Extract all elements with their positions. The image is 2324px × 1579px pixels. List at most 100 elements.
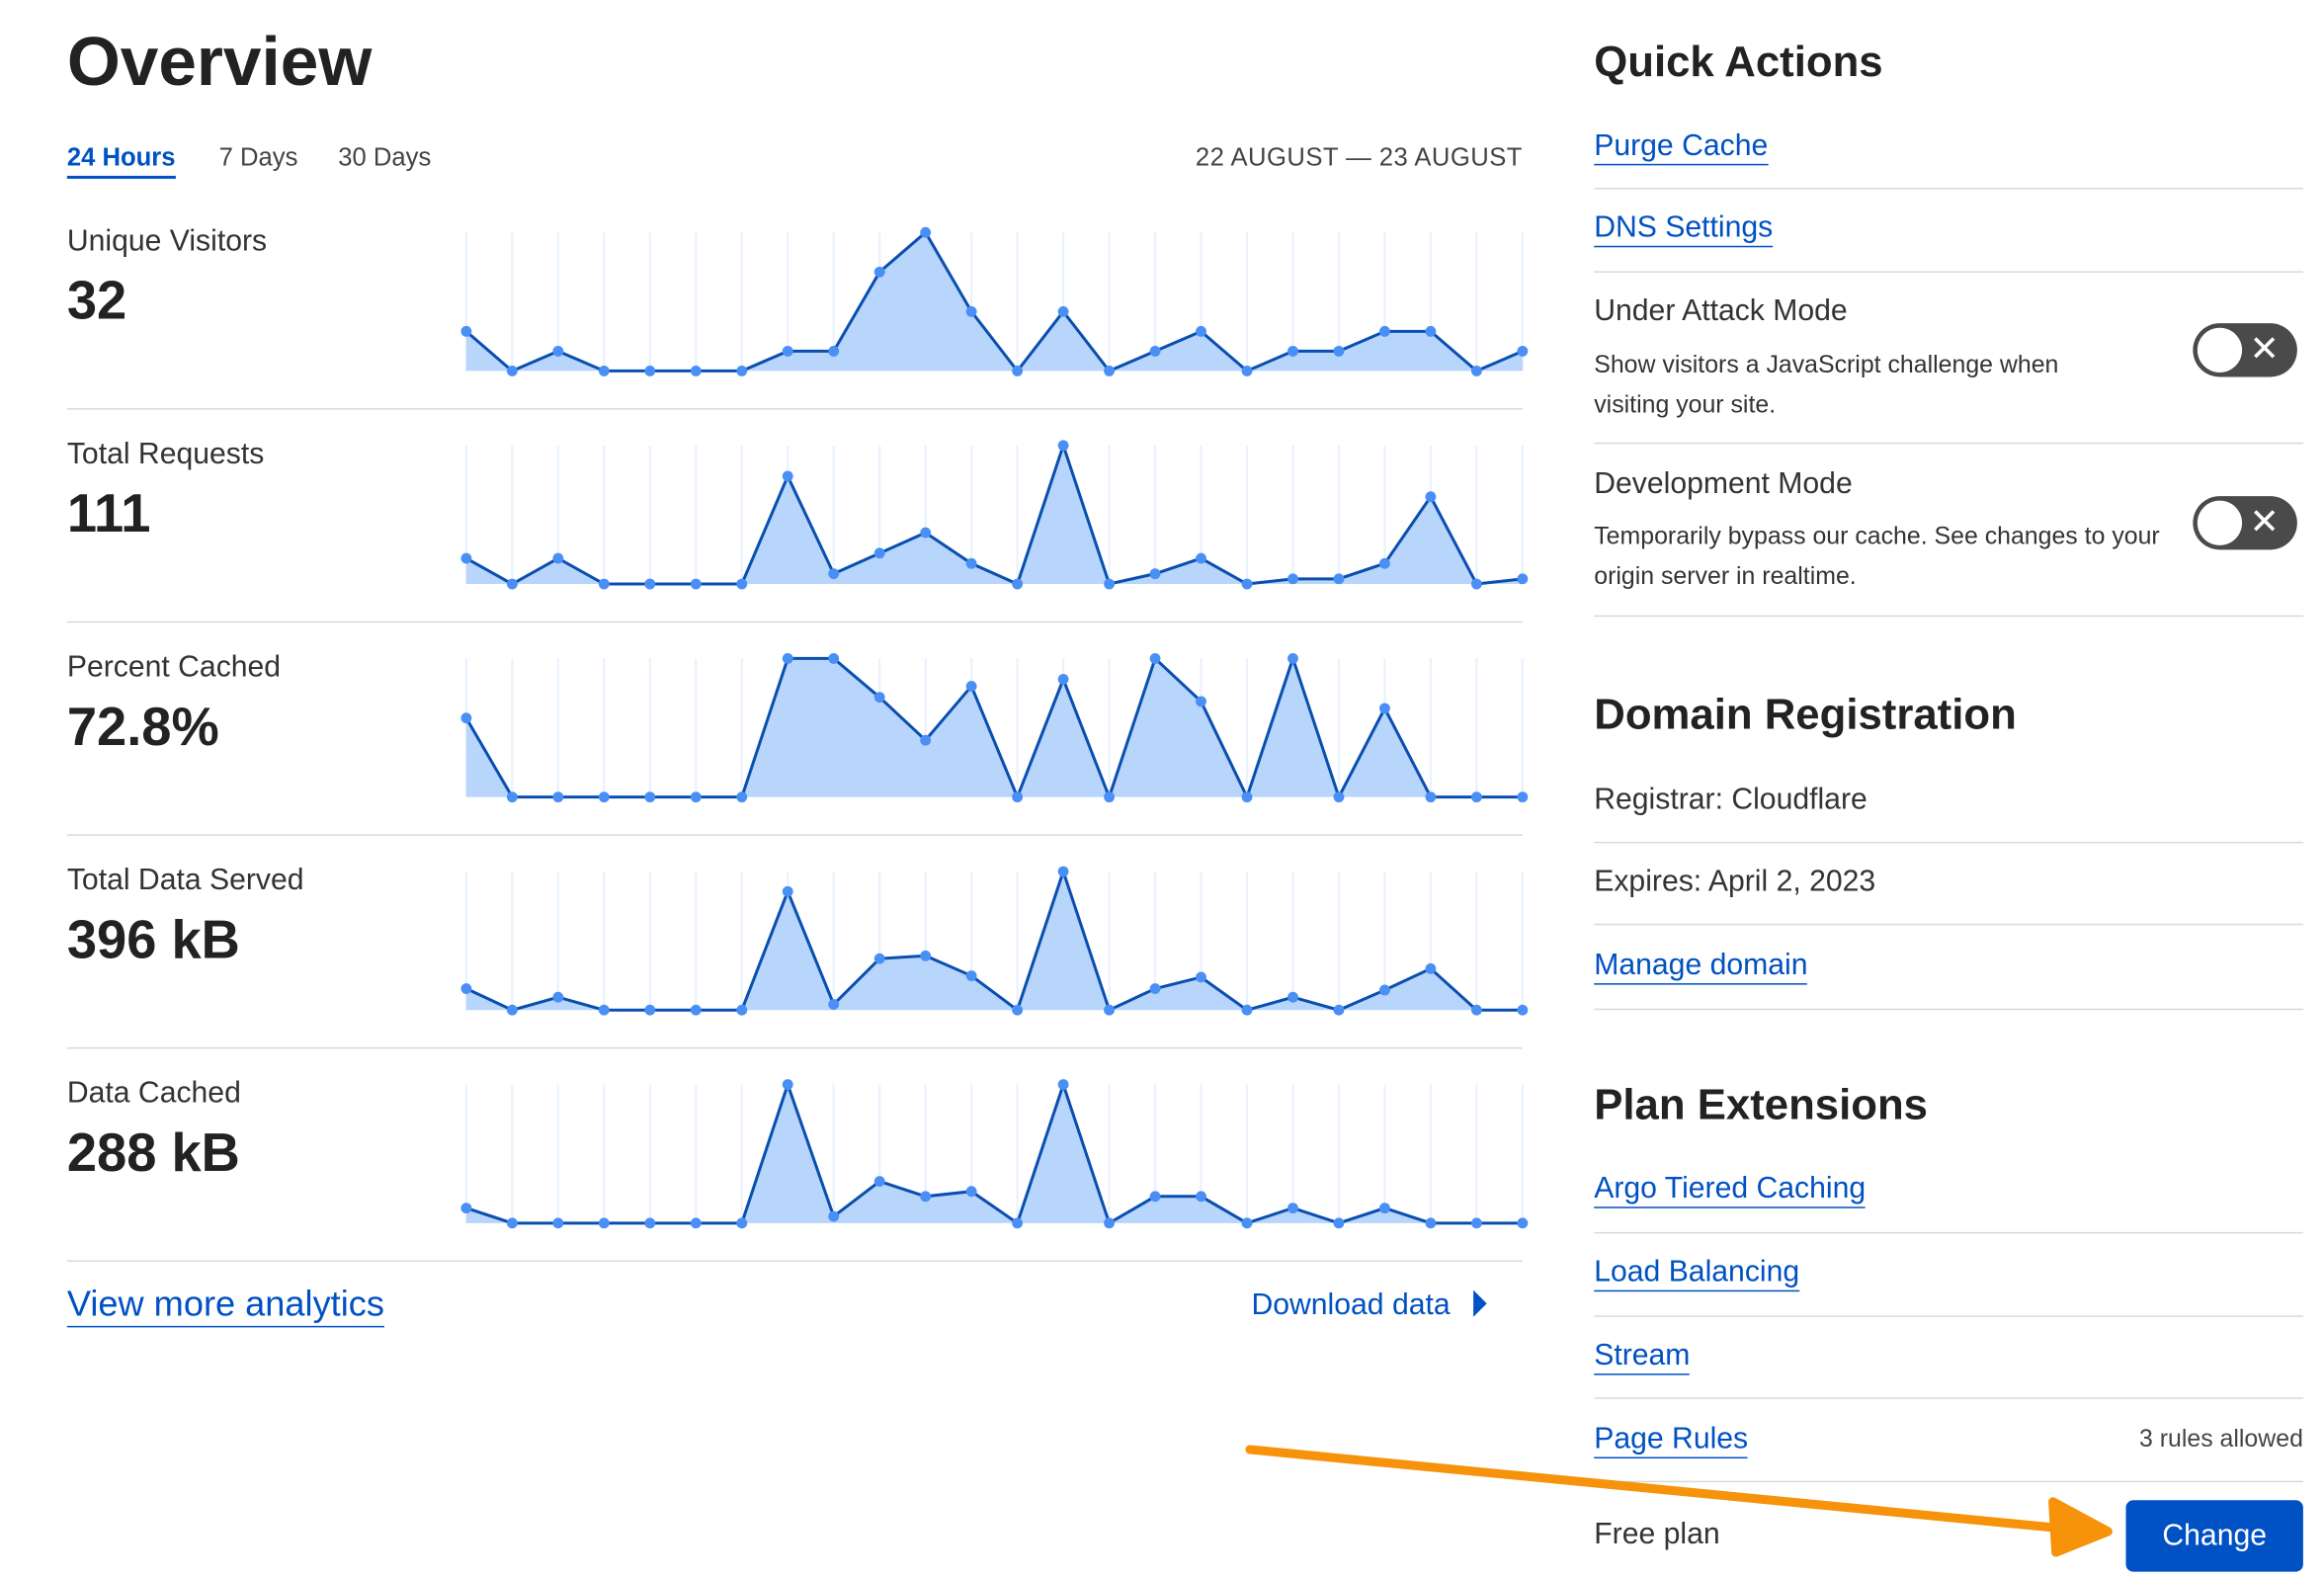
data-point [736, 578, 748, 590]
page-title: Overview [66, 22, 373, 101]
data-point [1425, 962, 1437, 974]
metric-value: 288 kB [66, 1122, 240, 1184]
plan-extension-row: Page Rules 3 rules allowed [1594, 1397, 2303, 1483]
data-point [1517, 573, 1529, 585]
data-point [1241, 365, 1253, 376]
total-requests-chart [460, 440, 1529, 590]
data-point [1149, 652, 1161, 664]
data-point [873, 1176, 885, 1188]
argo-tiered-caching-link[interactable]: Argo Tiered Caching [1594, 1173, 1867, 1208]
development-mode-toggle[interactable]: ✕ [2193, 496, 2297, 550]
data-point [1057, 866, 1069, 877]
metric-label: Percent Cached [66, 650, 282, 685]
under-attack-toggle[interactable]: ✕ [2193, 323, 2297, 377]
data-point [690, 365, 702, 376]
plan-name: Free plan [1594, 1518, 1720, 1551]
data-point [506, 1217, 518, 1229]
data-point [690, 578, 702, 590]
tab-24-hours[interactable]: 24 Hours [66, 143, 176, 179]
data-point [598, 1004, 610, 1016]
data-point [1104, 791, 1116, 803]
series-line [465, 867, 1523, 1013]
data-point [1196, 1191, 1206, 1203]
data-point [1149, 568, 1161, 580]
data-point [1196, 971, 1206, 983]
data-point [782, 652, 793, 664]
data-point [1333, 791, 1345, 803]
data-point [828, 999, 840, 1010]
data-point [644, 1004, 656, 1016]
plan-extension-row: Stream [1594, 1315, 2303, 1399]
data-point [1333, 573, 1345, 585]
series-line [464, 653, 1523, 802]
data-point [644, 578, 656, 590]
toggle-knob [2197, 327, 2243, 373]
data-point [690, 1217, 702, 1229]
data-point [873, 266, 885, 278]
total-data-served-chart [460, 866, 1529, 1016]
data-point [1470, 791, 1482, 803]
data-point [1470, 578, 1482, 590]
data-point [1057, 674, 1069, 685]
data-point [1104, 365, 1116, 376]
metric-value: 396 kB [66, 908, 240, 970]
development-mode-desc: Temporarily bypass our cache. See change… [1594, 523, 2160, 591]
purge-cache-link[interactable]: Purge Cache [1594, 129, 1769, 166]
data-point [644, 791, 656, 803]
plan-extension-row: Argo Tiered Caching [1594, 1150, 2303, 1234]
data-point [965, 305, 977, 317]
expires-row: Expires: April 2, 2023 [1594, 842, 2303, 926]
view-more-analytics-link[interactable]: View more analytics [66, 1285, 384, 1328]
date-range: 22 AUGUST — 23 AUGUST [1195, 142, 1523, 172]
data-point [782, 1079, 793, 1091]
development-mode-label: Development Mode [1594, 467, 1853, 501]
stream-link[interactable]: Stream [1594, 1339, 1691, 1375]
change-plan-button[interactable]: Change [2125, 1500, 2303, 1572]
percent-cached-chart [460, 652, 1529, 803]
data-point [1149, 1191, 1161, 1203]
area-fill [465, 232, 1523, 372]
data-point [736, 1004, 748, 1016]
purge-cache-row: Purge Cache [1594, 120, 2303, 190]
data-point [506, 1004, 518, 1016]
data-point [1196, 552, 1206, 564]
caret-right-icon [1473, 1289, 1487, 1317]
page-rules-link[interactable]: Page Rules [1594, 1423, 1749, 1459]
load-balancing-link[interactable]: Load Balancing [1594, 1256, 1800, 1292]
data-point [736, 1217, 748, 1229]
data-point [1057, 305, 1069, 317]
data-point [552, 552, 564, 564]
data-point [1470, 365, 1482, 376]
data-point [828, 345, 840, 357]
manage-domain-link[interactable]: Manage domain [1594, 949, 1808, 985]
data-point [1333, 1004, 1345, 1016]
domain-registration-title: Domain Registration [1594, 691, 2017, 739]
close-icon: ✕ [2249, 329, 2280, 370]
data-point [828, 1210, 840, 1222]
data-point [506, 578, 518, 590]
under-attack-label: Under Attack Mode [1594, 294, 1848, 328]
data-point [1470, 1217, 1482, 1229]
data-point [920, 226, 932, 238]
data-point [598, 791, 610, 803]
download-data-link[interactable]: Download data [1251, 1288, 1487, 1323]
data-point [1057, 440, 1069, 452]
data-point [1517, 791, 1529, 803]
tab-30-days[interactable]: 30 Days [338, 142, 432, 172]
dns-settings-link[interactable]: DNS Settings [1594, 211, 1774, 248]
data-point [873, 953, 885, 964]
data-point [1104, 1004, 1116, 1016]
area-fill [465, 872, 1523, 1011]
toggle-knob [2197, 500, 2243, 545]
dns-settings-row: DNS Settings [1594, 188, 2303, 273]
data-point [1287, 991, 1298, 1003]
under-attack-desc: Show visitors a JavaScript challenge whe… [1594, 351, 2059, 419]
data-point [1012, 791, 1024, 803]
metric-unique-visitors: Unique Visitors 32 [66, 196, 1529, 410]
tab-7-days[interactable]: 7 Days [218, 142, 298, 172]
data-point [1379, 703, 1390, 714]
data-point [965, 681, 977, 692]
data-point [1104, 578, 1116, 590]
data-point [1241, 578, 1253, 590]
